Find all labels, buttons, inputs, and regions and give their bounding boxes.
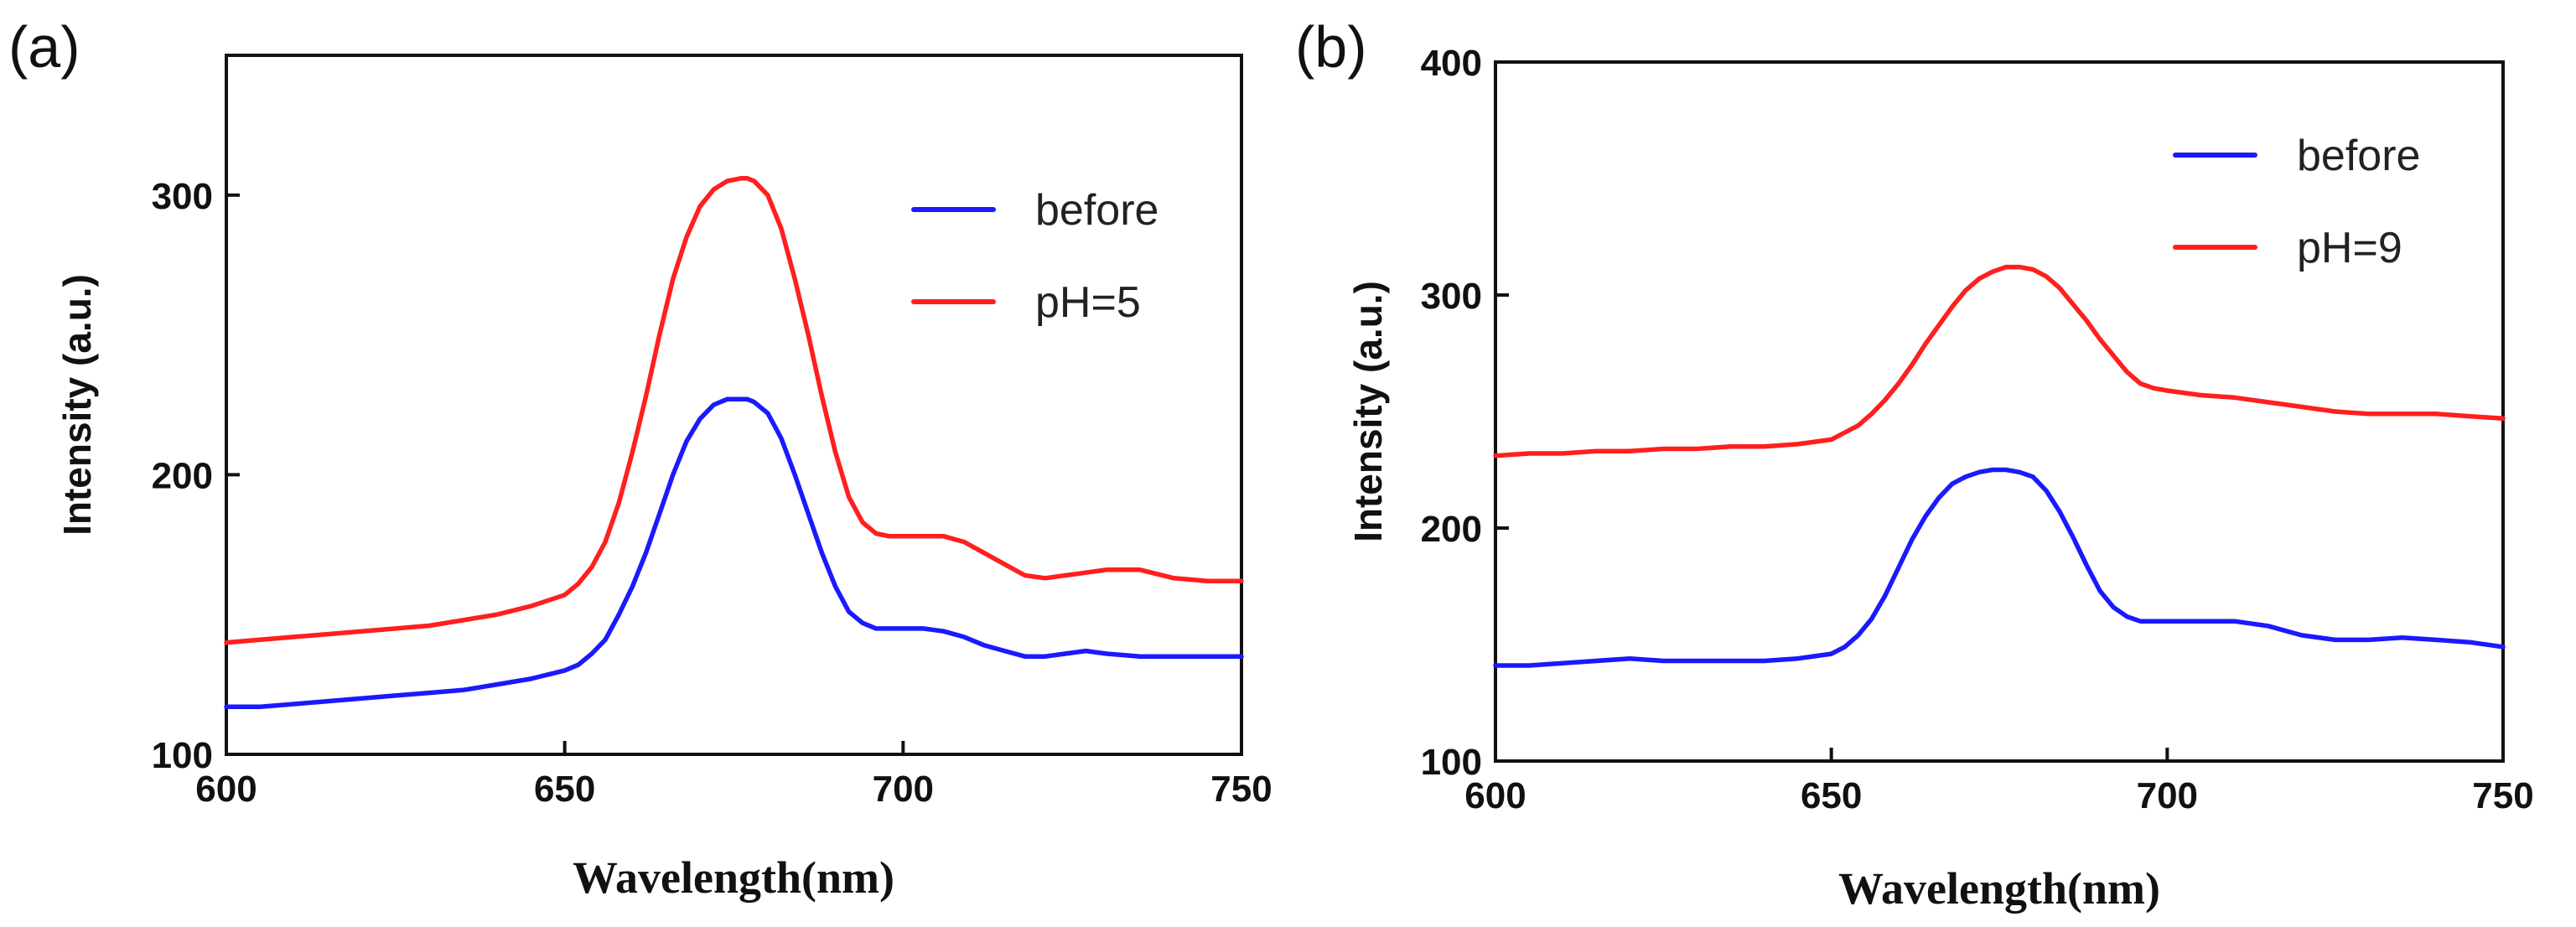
panel-b-y-tick-label: 400 xyxy=(1421,43,1482,84)
panel-a-series-ph-line xyxy=(224,176,1244,645)
panel-b-ticks: 600 650 700 750 100 200 300 400 xyxy=(1421,43,2534,816)
panel-a-legend: before pH=5 xyxy=(911,186,1158,327)
panel-b-legend-label: before xyxy=(2297,132,2420,180)
panel-b-x-tick-label: 700 xyxy=(2137,775,2198,816)
panel-b-series-before-line xyxy=(1493,467,2506,668)
panel-a-plot-frame xyxy=(225,54,1243,756)
panel-a-legend-label: pH=5 xyxy=(1035,278,1141,327)
panel-a-label: (a) xyxy=(8,14,80,80)
panel-b-x-axis-label: Wavelength(nm) xyxy=(1838,863,2160,914)
panel-b-label: (b) xyxy=(1295,14,1367,80)
panel-a-y-tick-label: 200 xyxy=(152,455,213,496)
panel-b-y-tick-label: 100 xyxy=(1421,742,1482,783)
panel-a-x-tick-label: 750 xyxy=(1210,769,1272,810)
panel-a-x-axis-label: Wavelength(nm) xyxy=(573,852,894,903)
panel-b-plot-frame xyxy=(1494,60,2505,763)
panel-b-x-tick-label: 650 xyxy=(1801,775,1862,816)
panel-a-y-tick-label: 100 xyxy=(152,735,213,776)
panel-b-x-tick-label: 600 xyxy=(1464,775,1526,816)
panel-b-x-tick-label: 750 xyxy=(2472,775,2533,816)
panel-a-chart: (a) 600 650 700 750 100 200 300 before pH=5 Int… xyxy=(8,14,1272,903)
panel-a-x-tick-label: 700 xyxy=(873,769,934,810)
panel-a-legend-label: before xyxy=(1035,186,1158,235)
panel-a-x-tick-label: 600 xyxy=(195,769,257,810)
panel-a-y-axis-label: Intensity (a.u.) xyxy=(55,274,99,536)
panel-b-legend: before pH=9 xyxy=(2173,132,2420,272)
panel-b-series-ph-line xyxy=(1493,264,2506,458)
panel-b-series xyxy=(1493,264,2506,668)
panel-a-series-before-line xyxy=(224,396,1244,710)
panel-a-y-tick-label: 300 xyxy=(152,176,213,217)
panel-a-ticks: 600 650 700 750 100 200 300 xyxy=(152,176,1272,810)
panel-b-y-tick-label: 300 xyxy=(1421,276,1482,317)
panel-b-y-tick-label: 200 xyxy=(1421,509,1482,550)
panel-b-legend-label: pH=9 xyxy=(2297,224,2402,272)
panel-b-y-axis-label: Intensity (a.u.) xyxy=(1346,281,1390,542)
panel-a-series xyxy=(224,176,1244,710)
panel-a-x-tick-label: 650 xyxy=(534,769,595,810)
